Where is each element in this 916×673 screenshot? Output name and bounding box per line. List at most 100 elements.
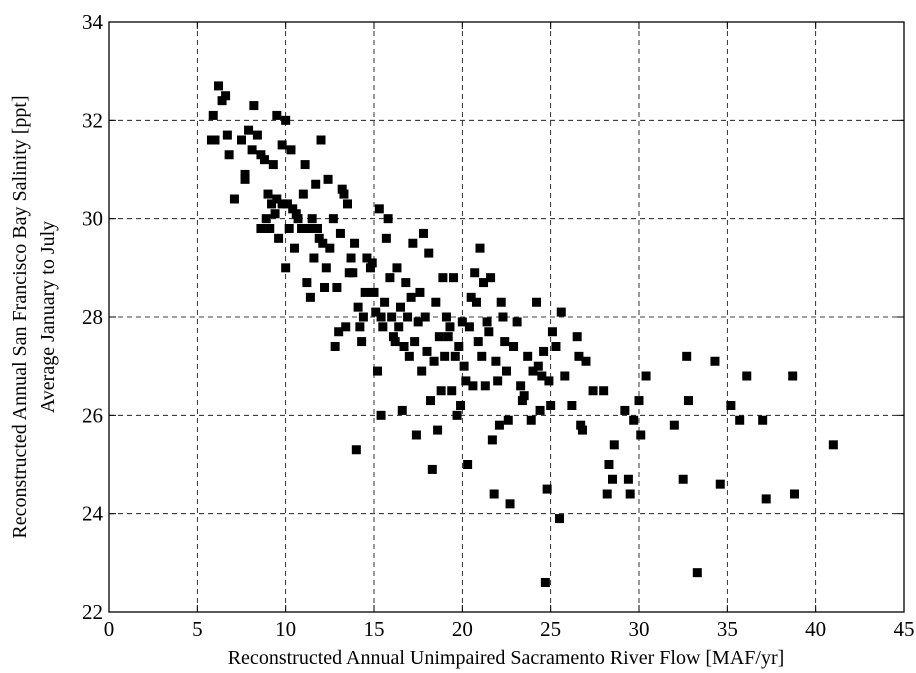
data-point (544, 376, 554, 386)
data-point (208, 110, 218, 120)
data-point (758, 415, 768, 425)
data-point (484, 327, 494, 337)
data-point (459, 361, 469, 371)
x-tick-label: 30 (629, 617, 650, 641)
data-point (560, 371, 570, 381)
data-point (365, 263, 375, 273)
data-point (325, 243, 335, 253)
data-point (555, 514, 564, 524)
data-point (461, 376, 471, 386)
data-point (473, 337, 483, 347)
data-point (509, 342, 519, 351)
data-point (369, 287, 379, 297)
data-point (392, 263, 402, 273)
x-tick-label: 0 (104, 617, 115, 641)
data-point (281, 115, 291, 125)
data-point (252, 130, 262, 140)
data-point (282, 199, 292, 209)
data-point (682, 351, 692, 361)
data-point (367, 258, 377, 268)
data-point (323, 174, 333, 184)
y-tick-label: 32 (82, 108, 103, 132)
x-tick-label: 5 (192, 617, 203, 641)
data-point (334, 327, 344, 337)
data-point (447, 386, 457, 396)
data-point (362, 253, 372, 263)
y-tick-label: 24 (82, 502, 104, 526)
data-point (396, 302, 405, 312)
data-point (318, 238, 328, 248)
data-point (466, 292, 476, 302)
x-tick-label: 45 (894, 617, 915, 641)
data-point (328, 214, 338, 224)
data-point (420, 312, 430, 322)
data-point (463, 460, 473, 469)
data-point (394, 322, 404, 332)
data-point (351, 445, 361, 455)
data-point (311, 179, 321, 189)
data-point (502, 366, 511, 376)
data-point (274, 233, 284, 243)
data-point (761, 494, 771, 504)
x-tick-label: 35 (717, 617, 738, 641)
data-point (343, 199, 352, 209)
data-point (551, 342, 561, 351)
data-point (427, 464, 437, 474)
data-point (224, 150, 234, 160)
data-point (828, 440, 838, 450)
data-point (572, 332, 582, 342)
data-point (517, 396, 527, 406)
data-point (355, 322, 365, 332)
data-point (403, 312, 413, 322)
data-point (742, 371, 752, 381)
data-point (683, 396, 693, 406)
data-point (284, 224, 294, 233)
data-point (678, 474, 688, 484)
data-point (404, 351, 414, 361)
x-tick-label: 15 (364, 617, 385, 641)
data-point (424, 248, 434, 258)
data-point (244, 125, 254, 135)
data-point (443, 332, 453, 342)
data-point (471, 297, 481, 307)
data-point (383, 214, 393, 224)
data-point (353, 302, 363, 312)
data-point (410, 337, 420, 347)
x-tick-label: 25 (540, 617, 561, 641)
data-point (307, 214, 317, 224)
data-point (316, 135, 326, 145)
data-point (305, 292, 315, 302)
data-point (503, 415, 513, 425)
data-point (411, 430, 421, 440)
data-point (567, 401, 577, 410)
data-point (293, 214, 303, 224)
data-point (539, 346, 549, 356)
y-tick-label: 22 (82, 600, 103, 624)
data-point (380, 297, 390, 307)
data-point (547, 327, 557, 337)
data-point (422, 346, 432, 356)
data-point (468, 381, 478, 391)
data-point (438, 273, 448, 283)
data-point (609, 440, 619, 450)
data-point (494, 420, 504, 430)
data-point (604, 460, 614, 469)
data-point (256, 150, 266, 160)
data-point (789, 489, 799, 499)
data-point (516, 381, 526, 391)
data-point (535, 405, 545, 415)
data-point (634, 396, 644, 406)
data-point (291, 209, 301, 219)
data-point (388, 332, 398, 342)
data-point (371, 307, 381, 317)
data-point (385, 273, 395, 283)
data-point (348, 268, 358, 278)
data-point (298, 189, 308, 199)
data-point (321, 263, 331, 273)
data-point (641, 371, 651, 381)
data-point (281, 263, 291, 273)
data-point (710, 356, 720, 366)
data-point (312, 224, 322, 233)
data-point (288, 204, 298, 214)
y-tick-label: 30 (82, 207, 103, 231)
